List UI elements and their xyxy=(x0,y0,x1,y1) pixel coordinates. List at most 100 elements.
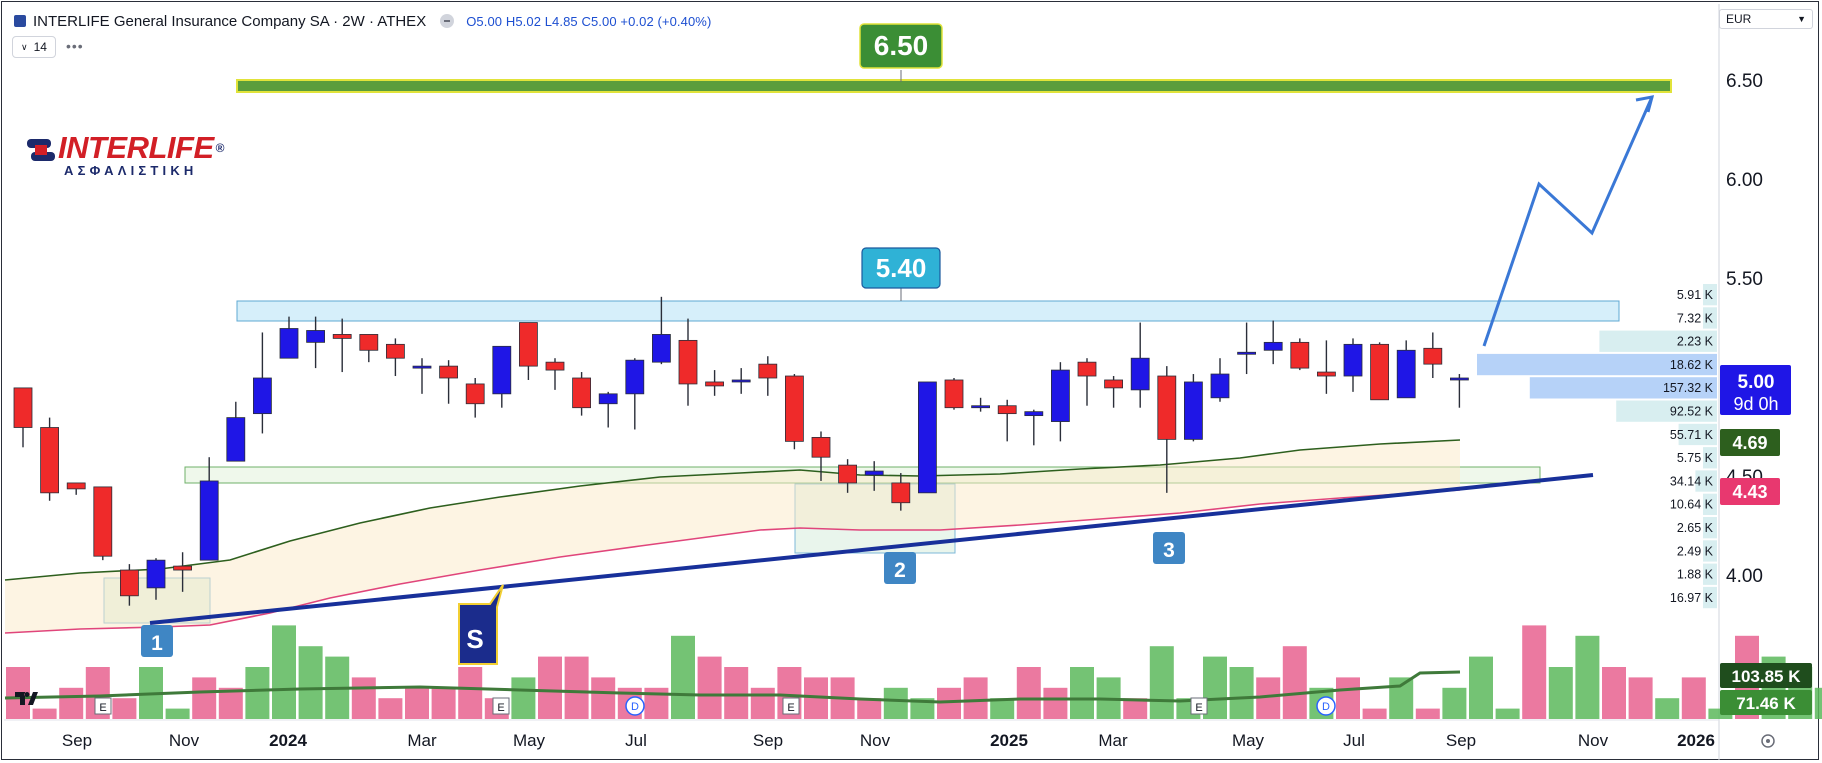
candle-body[interactable] xyxy=(572,377,591,409)
candle-body[interactable] xyxy=(705,381,724,387)
volume-bar[interactable] xyxy=(564,656,589,719)
candle-body[interactable] xyxy=(332,334,352,339)
candle-body[interactable] xyxy=(1104,379,1123,389)
candle-body[interactable] xyxy=(412,365,432,369)
volume-profile-bar[interactable] xyxy=(1529,377,1717,399)
volume-bar[interactable] xyxy=(32,708,57,719)
volume-bar[interactable] xyxy=(1149,646,1174,719)
candle-body[interactable] xyxy=(1450,377,1469,381)
candle-body[interactable] xyxy=(120,569,139,597)
candle-body[interactable] xyxy=(465,383,485,405)
candle-body[interactable] xyxy=(385,343,405,359)
support-callout[interactable] xyxy=(458,584,504,665)
volume-profile-bar[interactable] xyxy=(1477,353,1717,376)
support-trendline[interactable] xyxy=(149,473,1594,625)
candle-body[interactable] xyxy=(864,470,884,476)
candle-body[interactable] xyxy=(758,363,778,379)
ema-fast-tag[interactable] xyxy=(1720,429,1780,456)
volume-bar[interactable] xyxy=(591,677,616,719)
volume-bar[interactable] xyxy=(1814,687,1822,719)
candle-body[interactable] xyxy=(492,345,512,395)
resistance-zone[interactable] xyxy=(236,300,1620,322)
candle-body[interactable] xyxy=(598,393,618,405)
candle-body[interactable] xyxy=(997,405,1017,415)
volume-bar[interactable] xyxy=(963,677,988,719)
volume-tag[interactable] xyxy=(1720,690,1812,715)
volume-bar[interactable] xyxy=(1548,667,1573,719)
ema-slow-tag[interactable] xyxy=(1720,478,1780,505)
dividend-marker-icon[interactable] xyxy=(1316,696,1336,716)
volume-bar[interactable] xyxy=(857,698,882,719)
candle-body[interactable] xyxy=(652,334,671,363)
volume-bar[interactable] xyxy=(458,667,483,719)
last-price-tag[interactable] xyxy=(1720,365,1791,415)
volume-bar[interactable] xyxy=(1442,687,1467,719)
volume-bar[interactable] xyxy=(378,698,403,719)
volume-bar[interactable] xyxy=(165,708,190,719)
volume-ma-tag[interactable] xyxy=(1720,663,1812,688)
candle-body[interactable] xyxy=(1343,343,1363,377)
volume-bar[interactable] xyxy=(1522,625,1547,719)
candle-body[interactable] xyxy=(519,322,538,367)
volume-bar[interactable] xyxy=(1469,656,1493,719)
volume-profile-bar[interactable] xyxy=(1703,447,1717,469)
candle-body[interactable] xyxy=(678,339,698,385)
candle-body[interactable] xyxy=(811,436,831,458)
candle-body[interactable] xyxy=(1210,373,1230,399)
volume-bar[interactable] xyxy=(1655,698,1680,719)
resistance-callout[interactable] xyxy=(861,247,941,289)
candle-body[interactable] xyxy=(1077,361,1097,377)
candle-body[interactable] xyxy=(1024,411,1044,417)
volume-profile-bar[interactable] xyxy=(1616,400,1717,422)
candle-body[interactable] xyxy=(1370,343,1389,401)
candle-body[interactable] xyxy=(93,486,113,557)
candle-body[interactable] xyxy=(838,464,857,484)
candle-body[interactable] xyxy=(1263,341,1283,351)
volume-bar[interactable] xyxy=(511,677,536,719)
pivot-marker[interactable] xyxy=(884,552,916,584)
volume-profile-bar[interactable] xyxy=(1599,330,1717,352)
candle-body[interactable] xyxy=(439,365,459,379)
pivot-marker[interactable] xyxy=(141,625,173,657)
volume-bar[interactable] xyxy=(1362,708,1387,719)
ema-slow-line[interactable] xyxy=(4,489,1461,634)
volume-profile-bar[interactable] xyxy=(1703,493,1717,515)
candle-body[interactable] xyxy=(1157,375,1177,440)
volume-bar[interactable] xyxy=(431,687,456,719)
volume-bar[interactable] xyxy=(1602,667,1626,719)
volume-bar[interactable] xyxy=(298,646,323,719)
volume-profile-bar[interactable] xyxy=(1703,540,1717,562)
candle-body[interactable] xyxy=(1130,357,1150,391)
volume-bar[interactable] xyxy=(671,635,695,719)
candle-body[interactable] xyxy=(1290,341,1310,369)
candle-body[interactable] xyxy=(918,381,937,494)
candle-body[interactable] xyxy=(731,379,751,383)
candle-body[interactable] xyxy=(173,565,193,571)
volume-bar[interactable] xyxy=(1070,667,1094,719)
volume-bar[interactable] xyxy=(1681,677,1706,719)
volume-bar[interactable] xyxy=(245,667,270,719)
candle-body[interactable] xyxy=(971,405,990,409)
candle-body[interactable] xyxy=(66,482,86,490)
target-callout[interactable] xyxy=(859,23,943,69)
candle-body[interactable] xyxy=(306,330,326,343)
target-zone[interactable] xyxy=(236,79,1672,93)
chart-legend-header[interactable]: INTERLIFE General Insurance Company SA ·… xyxy=(14,10,711,32)
candle-body[interactable] xyxy=(891,482,911,504)
candle-body[interactable] xyxy=(199,480,219,561)
volume-profile-bar[interactable] xyxy=(1703,586,1717,609)
dividend-marker-icon[interactable] xyxy=(625,696,645,716)
candle-body[interactable] xyxy=(359,334,379,351)
volume-bar[interactable] xyxy=(1415,708,1440,719)
candle-body[interactable] xyxy=(146,559,166,589)
candle-body[interactable] xyxy=(625,359,645,395)
volume-bar[interactable] xyxy=(272,625,296,719)
candle-body[interactable] xyxy=(545,361,565,371)
earnings-marker-icon[interactable] xyxy=(782,697,800,715)
earnings-marker-icon[interactable] xyxy=(492,697,510,715)
candle-body[interactable] xyxy=(1237,351,1256,355)
candle-body[interactable] xyxy=(1051,369,1070,422)
volume-profile-bar[interactable] xyxy=(1703,284,1717,306)
currency-select[interactable]: EUR ▼ xyxy=(1719,9,1813,29)
volume-bar[interactable] xyxy=(1123,698,1148,719)
